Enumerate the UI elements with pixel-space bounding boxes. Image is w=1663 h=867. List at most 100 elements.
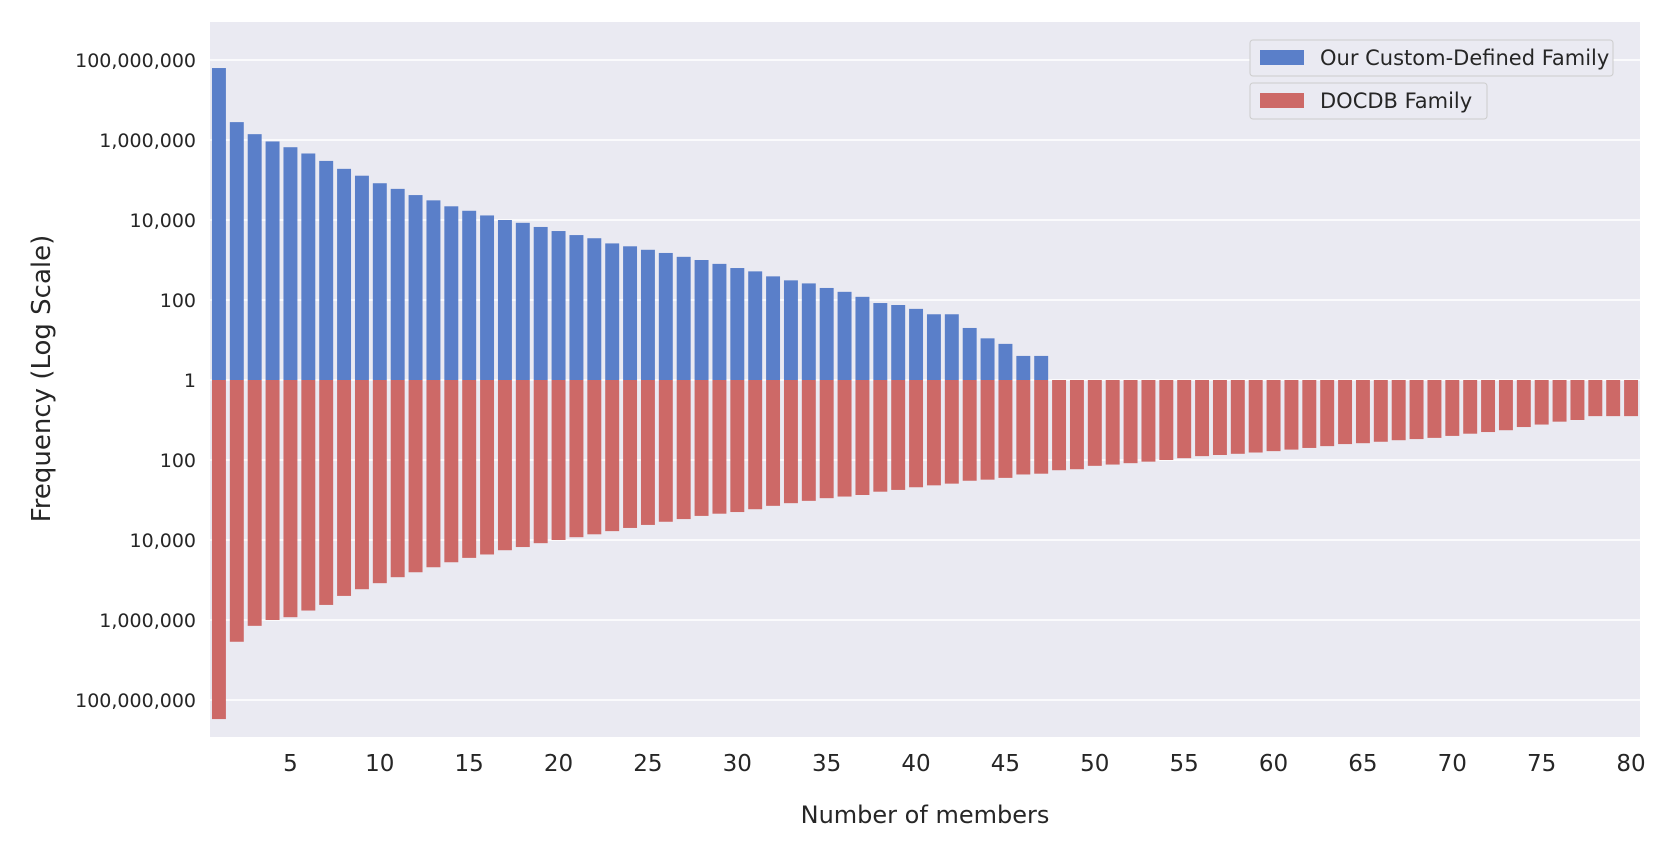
bar-custom-family bbox=[801, 283, 816, 380]
bar-docdb-family bbox=[801, 380, 816, 501]
bar-custom-family bbox=[462, 210, 477, 380]
bar-docdb-family bbox=[462, 380, 477, 558]
x-tick-label: 40 bbox=[901, 751, 930, 777]
x-tick-label: 20 bbox=[544, 751, 573, 777]
bar-custom-family bbox=[926, 314, 941, 380]
legend-swatch bbox=[1260, 93, 1304, 108]
bar-custom-family bbox=[569, 235, 584, 380]
bar-docdb-family bbox=[1123, 380, 1138, 464]
bar-custom-family bbox=[730, 268, 745, 380]
bar-docdb-family bbox=[247, 380, 262, 626]
bar-docdb-family bbox=[1087, 380, 1102, 466]
bar-custom-family bbox=[998, 343, 1013, 380]
bar-docdb-family bbox=[1534, 380, 1549, 425]
bar-docdb-family bbox=[569, 380, 584, 538]
bar-custom-family bbox=[623, 246, 638, 380]
legend-frame bbox=[1249, 82, 1488, 120]
bar-docdb-family bbox=[587, 380, 602, 535]
bar-docdb-family bbox=[783, 380, 798, 504]
bar-docdb-family bbox=[819, 380, 834, 499]
x-tick-label: 80 bbox=[1616, 751, 1645, 777]
y-tick-label: 100 bbox=[160, 290, 196, 312]
y-tick-label: 10,000 bbox=[130, 210, 196, 232]
bar-docdb-family bbox=[623, 380, 638, 528]
bar-docdb-family bbox=[319, 380, 334, 605]
bar-docdb-family bbox=[873, 380, 888, 492]
bar-docdb-family bbox=[211, 380, 226, 720]
bar-docdb-family bbox=[551, 380, 566, 540]
y-tick-labels: 100,000,000 1,000,000 10,000 100 1 100 10,000 1… bbox=[75, 50, 196, 712]
bar-docdb-family bbox=[855, 380, 870, 496]
bar-docdb-family bbox=[1141, 380, 1156, 462]
x-tick-label: 50 bbox=[1080, 751, 1109, 777]
bar-custom-family bbox=[605, 243, 620, 380]
bar-custom-family bbox=[944, 314, 959, 380]
legend-frame bbox=[1249, 39, 1614, 77]
bar-docdb-family bbox=[1069, 380, 1084, 470]
y-axis-title: Frequency (Log Scale) bbox=[27, 235, 57, 523]
bar-docdb-family bbox=[1302, 380, 1317, 448]
x-tick-labels: 5 10 15 20 25 30 35 40 45 50 55 60 65 70 75 80 bbox=[283, 751, 1646, 777]
bar-docdb-family bbox=[730, 380, 745, 513]
bar-custom-family bbox=[1016, 355, 1031, 380]
bar-docdb-family bbox=[1230, 380, 1245, 454]
bar-custom-family bbox=[712, 263, 727, 380]
y-tick-label: 100,000,000 bbox=[75, 50, 196, 72]
bar-custom-family bbox=[640, 249, 655, 380]
bar-docdb-family bbox=[533, 380, 548, 544]
bar-custom-family bbox=[354, 175, 369, 380]
bar-docdb-family bbox=[1016, 380, 1031, 475]
bar-custom-family bbox=[265, 141, 280, 380]
y-tick-label: 1,000,000 bbox=[99, 130, 196, 152]
bar-docdb-family bbox=[354, 380, 369, 590]
bar-docdb-family bbox=[766, 380, 781, 506]
bar-custom-family bbox=[676, 256, 691, 380]
bar-custom-family bbox=[211, 68, 226, 381]
bar-docdb-family bbox=[1409, 380, 1424, 440]
bar-docdb-family bbox=[1606, 380, 1621, 417]
bar-custom-family bbox=[497, 220, 512, 380]
bar-docdb-family bbox=[980, 380, 995, 480]
bars bbox=[211, 68, 1639, 720]
bar-docdb-family bbox=[926, 380, 941, 486]
bar-docdb-family bbox=[658, 380, 673, 522]
bar-custom-family bbox=[909, 308, 924, 380]
x-tick-label: 5 bbox=[283, 751, 298, 777]
bar-docdb-family bbox=[265, 380, 280, 620]
bar-docdb-family bbox=[1266, 380, 1281, 452]
bar-docdb-family bbox=[1284, 380, 1299, 450]
bar-docdb-family bbox=[962, 380, 977, 481]
bar-docdb-family bbox=[1159, 380, 1174, 460]
bar-docdb-family bbox=[1427, 380, 1442, 438]
bar-docdb-family bbox=[283, 380, 298, 618]
bar-custom-family bbox=[229, 122, 244, 380]
bar-docdb-family bbox=[337, 380, 352, 596]
bar-custom-family bbox=[372, 183, 387, 380]
bar-custom-family bbox=[855, 296, 870, 380]
bar-docdb-family bbox=[891, 380, 906, 490]
bar-docdb-family bbox=[1177, 380, 1192, 459]
bar-custom-family bbox=[533, 226, 548, 380]
bar-custom-family bbox=[694, 260, 709, 380]
bar-custom-family bbox=[766, 276, 781, 380]
bar-custom-family bbox=[658, 252, 673, 380]
bar-docdb-family bbox=[444, 380, 459, 563]
x-tick-label: 75 bbox=[1527, 751, 1556, 777]
bar-docdb-family bbox=[1105, 380, 1120, 465]
bar-docdb-family bbox=[1588, 380, 1603, 417]
bar-custom-family bbox=[873, 303, 888, 380]
bar-docdb-family bbox=[640, 380, 655, 525]
x-axis-title: Number of members bbox=[801, 801, 1050, 829]
x-tick-label: 25 bbox=[633, 751, 662, 777]
bar-docdb-family bbox=[998, 380, 1013, 478]
x-tick-label: 15 bbox=[455, 751, 484, 777]
bar-custom-family bbox=[819, 287, 834, 380]
bar-docdb-family bbox=[372, 380, 387, 584]
x-tick-label: 70 bbox=[1438, 751, 1467, 777]
bar-custom-family bbox=[283, 147, 298, 380]
bar-docdb-family bbox=[301, 380, 316, 611]
bar-docdb-family bbox=[748, 380, 763, 510]
legend-label: Our Custom-Defined Family bbox=[1320, 46, 1609, 70]
bar-docdb-family bbox=[1248, 380, 1263, 453]
